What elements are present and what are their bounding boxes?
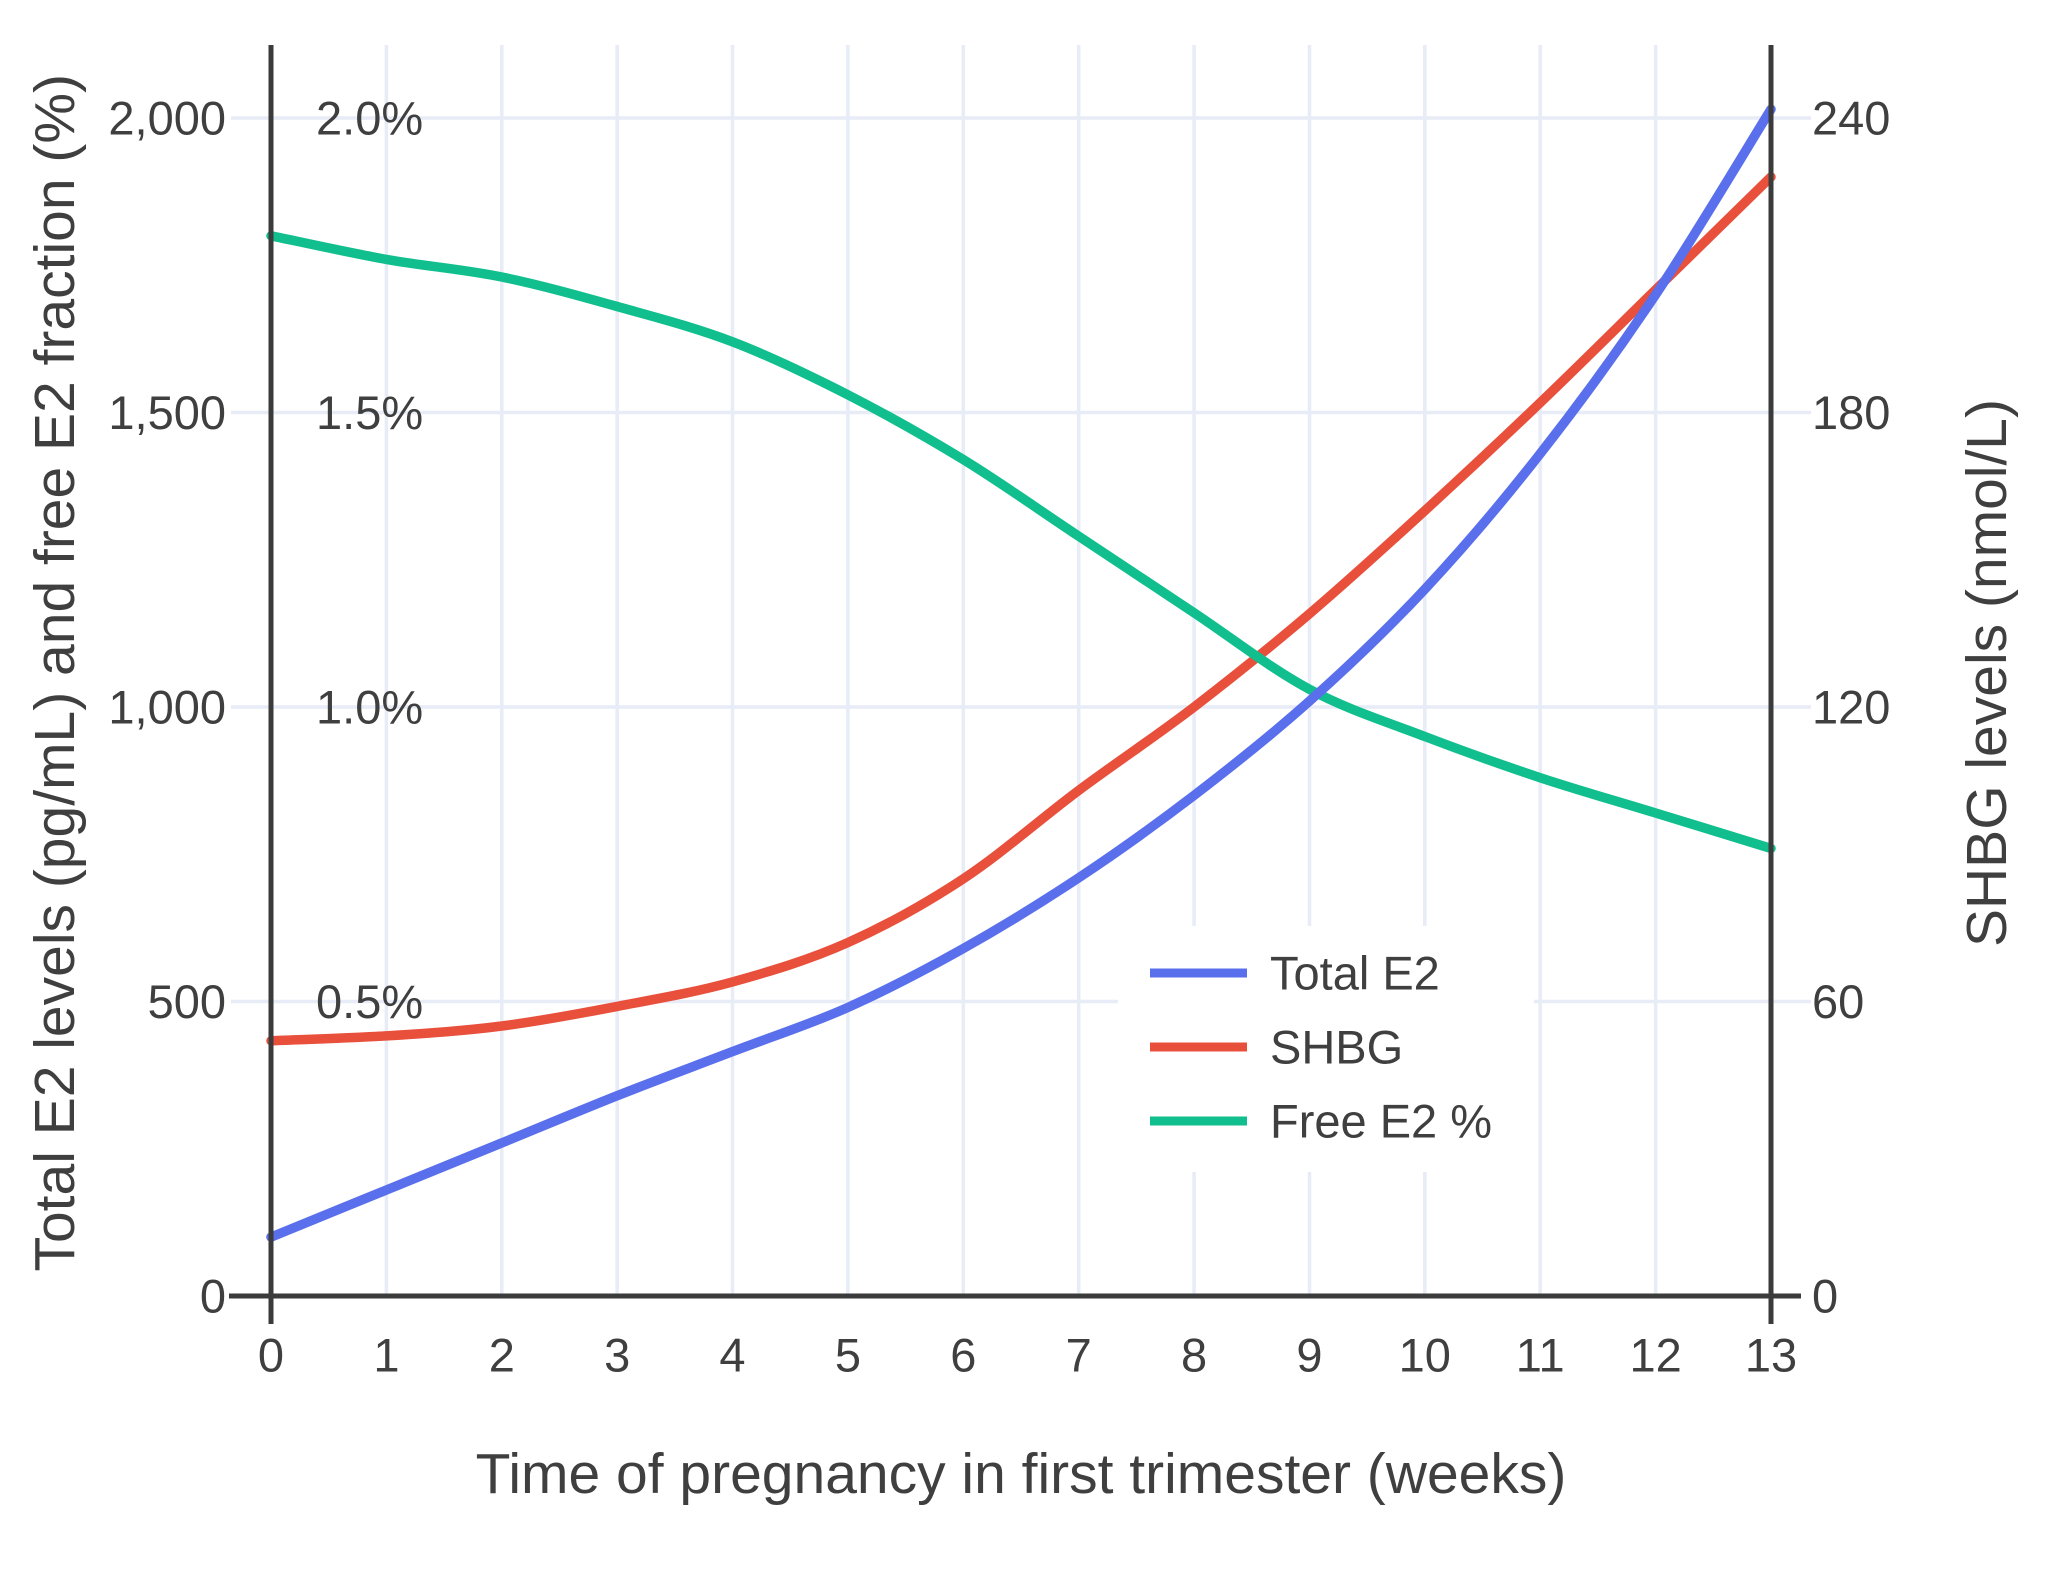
x-tick-label: 10 <box>1399 1329 1451 1382</box>
y-left-axis-title-text: Total E2 levels (pg/mL) and free E2 frac… <box>23 73 88 1272</box>
x-tick-label: 2 <box>489 1329 515 1382</box>
y-left-tick-label: 500 <box>148 975 226 1028</box>
y-left-tick-label: 1,500 <box>108 386 226 439</box>
free-e2-percent-label: 1.0% <box>316 681 423 734</box>
legend-label-free-e2: Free E2 % <box>1270 1095 1492 1148</box>
free-e2-percent-label: 2.0% <box>316 92 423 145</box>
x-tick-label: 8 <box>1181 1329 1207 1382</box>
x-tick-label: 4 <box>719 1329 745 1382</box>
x-tick-label: 3 <box>604 1329 630 1382</box>
legend-label-shbg: SHBG <box>1270 1021 1403 1074</box>
x-tick-label: 13 <box>1745 1329 1797 1382</box>
y-right-axis-title-text: SHBG levels (nmol/L) <box>1955 398 2020 947</box>
y-left-tick-label: 0 <box>200 1270 226 1323</box>
series-line-free-e2 <box>266 231 1776 854</box>
x-tick-label: 0 <box>258 1329 284 1382</box>
y-right-tick-label: 180 <box>1812 386 1890 439</box>
y-left-tick-label: 2,000 <box>108 92 226 145</box>
x-axis-title: Time of pregnancy in first trimester (we… <box>475 1442 1567 1506</box>
legend-label-total-e2: Total E2 <box>1270 947 1440 1000</box>
series-line-shbg <box>266 172 1776 1046</box>
free-e2-percent-label: 0.5% <box>316 975 423 1028</box>
y-left-axis-title: Total E2 levels (pg/mL) and free E2 frac… <box>20 45 92 1300</box>
y-right-tick-label: 0 <box>1812 1270 1838 1323</box>
y-right-tick-label: 60 <box>1812 975 1864 1028</box>
x-tick-label: 12 <box>1629 1329 1681 1382</box>
x-tick-label: 7 <box>1066 1329 1092 1382</box>
x-tick-label: 9 <box>1296 1329 1322 1382</box>
x-tick-label: 5 <box>835 1329 861 1382</box>
y-right-axis-title: SHBG levels (nmol/L) <box>1948 45 2028 1300</box>
x-tick-label: 6 <box>950 1329 976 1382</box>
y-right-tick-label: 240 <box>1812 92 1890 145</box>
y-left-tick-label: 1,000 <box>108 681 226 734</box>
y-right-tick-label: 120 <box>1812 681 1890 734</box>
x-tick-label: 1 <box>373 1329 399 1382</box>
series-line-total-e2 <box>266 104 1776 1242</box>
free-e2-percent-label: 1.5% <box>316 386 423 439</box>
x-tick-label: 11 <box>1516 1329 1565 1382</box>
